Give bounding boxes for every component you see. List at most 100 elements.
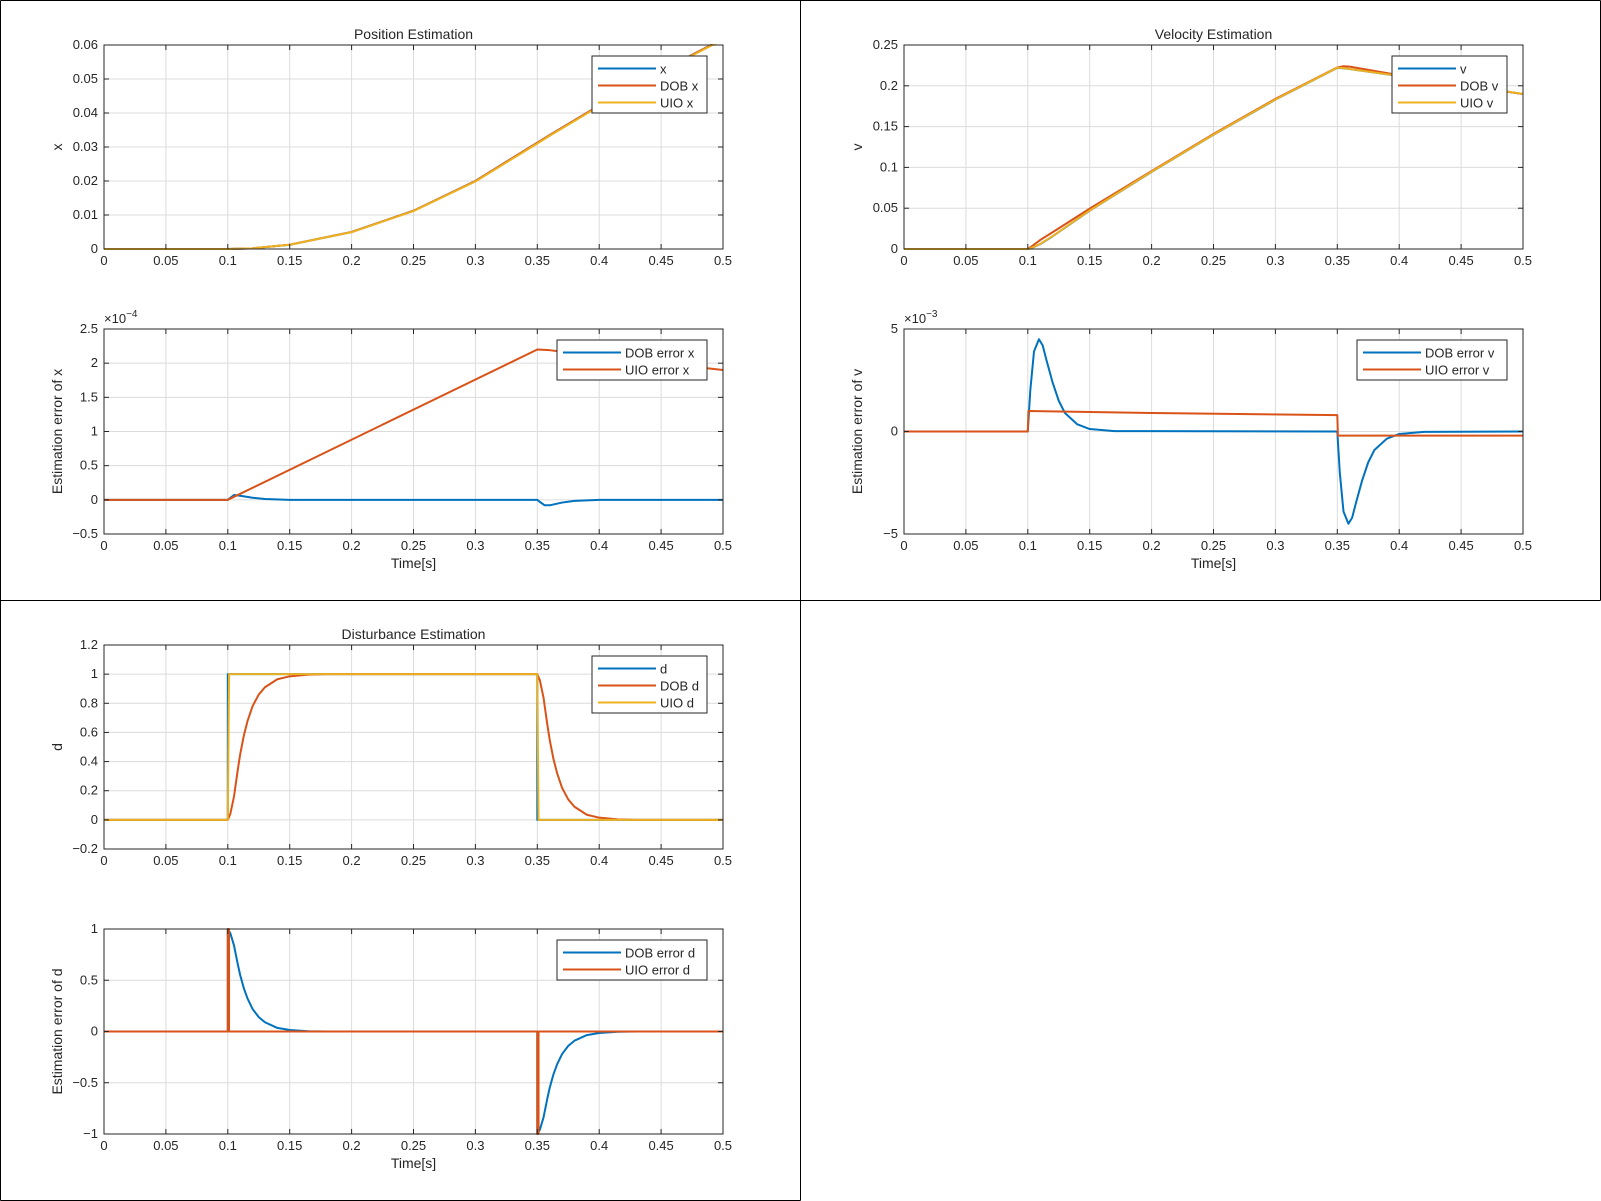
y-tick-label: 1 bbox=[91, 666, 98, 681]
legend-label: UIO error d bbox=[625, 963, 690, 978]
series-group bbox=[104, 928, 723, 1135]
x-tick-label: 0.1 bbox=[219, 538, 237, 553]
x-axis-label: Time[s] bbox=[391, 555, 436, 571]
y-tick-label: 0 bbox=[91, 812, 98, 827]
x-tick-label: 0.15 bbox=[277, 853, 302, 868]
x-tick-label: 0.4 bbox=[1390, 253, 1408, 268]
series-group bbox=[904, 338, 1523, 525]
chart-velocity-error: 0 0.05 0.1 0.15 0.2 0.25 0.3 0.35 0.4 0.45 0.5−505… bbox=[849, 309, 1532, 571]
legend-box bbox=[1356, 339, 1508, 381]
y-tick-label: 0.5 bbox=[80, 972, 98, 987]
y-axis-label: v bbox=[849, 144, 865, 151]
y-axis-label: x bbox=[49, 144, 65, 151]
x-tick-label: 0.05 bbox=[153, 1138, 178, 1153]
series-line-uio-v bbox=[904, 66, 1523, 250]
legend-box bbox=[556, 939, 708, 981]
x-tick-label: 0.2 bbox=[343, 538, 361, 553]
chart-position: 0 0.05 0.1 0.15 0.2 0.25 0.3 0.35 0.4 0.45 0.5 0 0.0… bbox=[49, 26, 732, 268]
x-tick-label: 0.1 bbox=[219, 853, 237, 868]
x-tick-label: 0.15 bbox=[277, 253, 302, 268]
x-tick-label: 0.1 bbox=[1019, 253, 1037, 268]
y-scale-exponent-power: −4 bbox=[126, 309, 138, 320]
y-axis-label: Estimation error of x bbox=[49, 369, 65, 494]
x-tick-label: 0.2 bbox=[343, 1138, 361, 1153]
chart-title: Position Estimation bbox=[354, 26, 473, 42]
y-tick-label: 0.15 bbox=[873, 119, 898, 134]
legend-label: DOB error v bbox=[1425, 346, 1495, 361]
y-tick-label: −5 bbox=[883, 526, 898, 541]
x-tick-label: 0.35 bbox=[1325, 538, 1350, 553]
x-tick-label: 0.3 bbox=[466, 253, 484, 268]
legend-label: DOB v bbox=[1460, 79, 1499, 94]
y-tick-label: 0.03 bbox=[73, 139, 98, 154]
x-tick-label: 0.2 bbox=[343, 253, 361, 268]
y-tick-label: 2 bbox=[91, 355, 98, 370]
series-group bbox=[904, 65, 1523, 250]
legend-label: DOB x bbox=[660, 79, 699, 94]
legend-label: x bbox=[660, 62, 667, 77]
x-tick-label: 0.15 bbox=[1077, 538, 1102, 553]
x-tick-label: 0.3 bbox=[1266, 253, 1284, 268]
x-tick-label: 0 bbox=[100, 538, 107, 553]
x-tick-label: 0.05 bbox=[153, 253, 178, 268]
x-tick-label: 0.4 bbox=[1390, 538, 1408, 553]
chart-disturbance-error: 0 0.05 0.1 0.15 0.2 0.25 0.3 0.35 0.4 0.45 0.5 −1 −0… bbox=[49, 921, 732, 1171]
y-tick-label: 5 bbox=[891, 321, 898, 336]
x-tick-label: 0.1 bbox=[219, 1138, 237, 1153]
x-tick-label: 0.25 bbox=[401, 538, 426, 553]
x-tick-label: 0.4 bbox=[590, 853, 608, 868]
y-tick-label: −0.5 bbox=[72, 1075, 98, 1090]
x-tick-label: 0 bbox=[900, 538, 907, 553]
y-tick-label: 0.4 bbox=[80, 754, 98, 769]
x-tick-label: 0.3 bbox=[466, 1138, 484, 1153]
legend-label: v bbox=[1460, 62, 1467, 77]
y-tick-label: 0.06 bbox=[73, 37, 98, 52]
x-tick-label: 0.3 bbox=[466, 853, 484, 868]
x-tick-label: 0.4 bbox=[590, 253, 608, 268]
y-tick-label: 0.2 bbox=[80, 783, 98, 798]
x-axis-label: Time[s] bbox=[391, 1155, 436, 1171]
y-tick-label: 0 bbox=[91, 241, 98, 256]
y-tick-label: 0.05 bbox=[73, 71, 98, 86]
y-tick-label: 0.8 bbox=[80, 695, 98, 710]
x-tick-label: 0 bbox=[100, 253, 107, 268]
x-tick-label: 0.35 bbox=[525, 853, 550, 868]
x-tick-label: 0 bbox=[900, 253, 907, 268]
x-axis-label: Time[s] bbox=[1191, 555, 1236, 571]
x-tick-label: 0.5 bbox=[714, 253, 732, 268]
y-tick-label: 0.02 bbox=[73, 173, 98, 188]
x-tick-label: 0.4 bbox=[590, 538, 608, 553]
x-tick-label: 0.15 bbox=[277, 538, 302, 553]
x-tick-label: 0 bbox=[100, 853, 107, 868]
y-tick-label: 0.6 bbox=[80, 724, 98, 739]
legend: DOB error d UIO error d bbox=[556, 939, 708, 981]
series-line-dob-error-v bbox=[904, 338, 1523, 525]
x-tick-label: 0.25 bbox=[1201, 253, 1226, 268]
y-tick-label: 0.01 bbox=[73, 207, 98, 222]
x-tick-label: 0.15 bbox=[1077, 253, 1102, 268]
x-tick-label: 0.35 bbox=[525, 253, 550, 268]
y-tick-label: 0 bbox=[91, 1024, 98, 1039]
chart-title: Velocity Estimation bbox=[1155, 26, 1273, 42]
y-tick-label: 1 bbox=[91, 921, 98, 936]
x-tick-label: 0.5 bbox=[714, 538, 732, 553]
series-line-uio-error-d bbox=[104, 928, 723, 1135]
legend-label: UIO error x bbox=[625, 363, 690, 378]
y-axis-label: d bbox=[49, 743, 65, 751]
x-tick-label: 0.35 bbox=[525, 538, 550, 553]
x-tick-label: 0.2 bbox=[1143, 253, 1161, 268]
y-tick-label: 1 bbox=[91, 424, 98, 439]
x-tick-label: 0.45 bbox=[648, 853, 673, 868]
legend-label: DOB error x bbox=[625, 346, 695, 361]
x-tick-label: 0.25 bbox=[401, 853, 426, 868]
x-tick-label: 0.3 bbox=[1266, 538, 1284, 553]
y-tick-label: 0.25 bbox=[873, 37, 898, 52]
x-tick-label: 0.45 bbox=[648, 253, 673, 268]
x-tick-label: 0.25 bbox=[1201, 538, 1226, 553]
x-tick-label: 0.45 bbox=[1448, 538, 1473, 553]
x-tick-label: 0.45 bbox=[648, 1138, 673, 1153]
legend-label: UIO d bbox=[660, 696, 694, 711]
series-line-uio-d bbox=[104, 673, 723, 821]
y-tick-label: 2.5 bbox=[80, 321, 98, 336]
